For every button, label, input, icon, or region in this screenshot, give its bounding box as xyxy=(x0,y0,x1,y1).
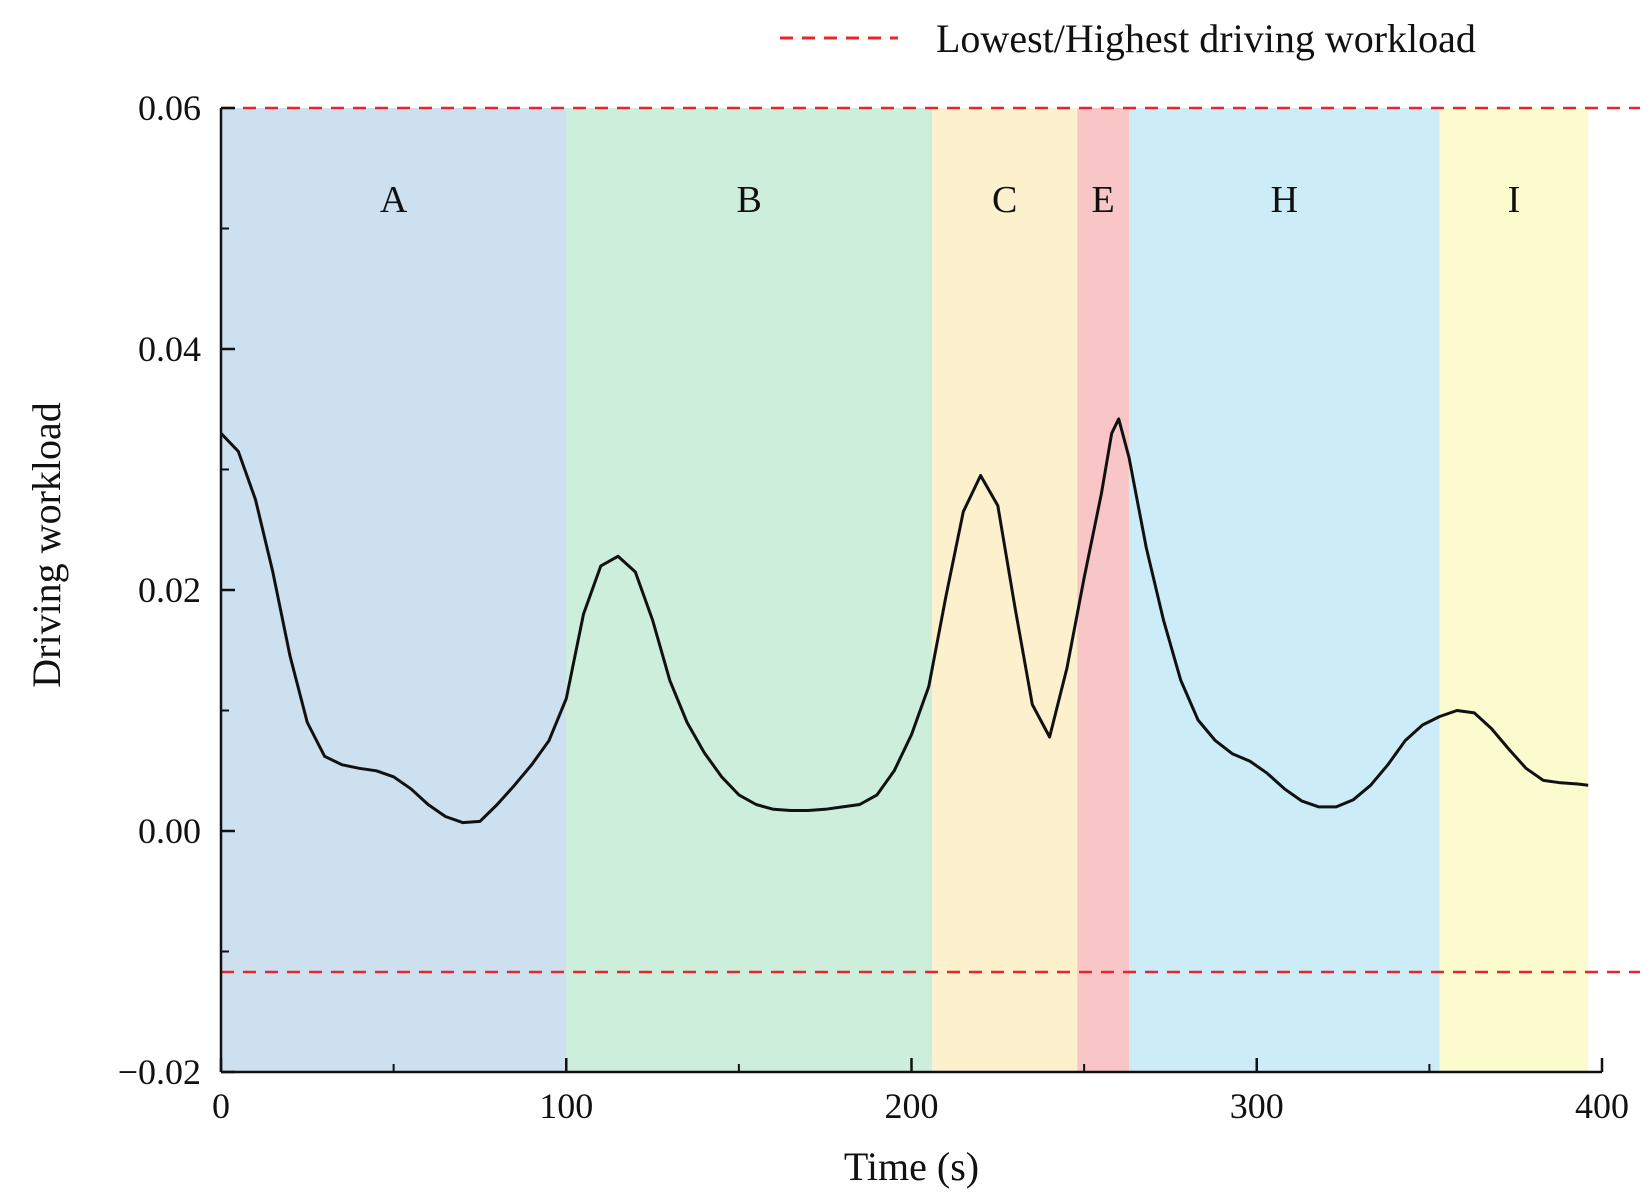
reference-lines xyxy=(221,106,1640,974)
region-label-h: H xyxy=(1271,179,1298,221)
y-ticks: −0.02 0.00 0.02 0.04 0.06 xyxy=(118,88,235,1092)
series-layer xyxy=(219,417,1589,825)
legend-label: Lowest/Highest driving workload xyxy=(936,16,1476,61)
region-i xyxy=(1439,108,1589,1072)
region-a xyxy=(221,108,567,1072)
axes: 0 100 200 300 400 −0.02 0.00 0.02 0.04 0.06 xyxy=(118,88,1629,1126)
y-tick-label: −0.02 xyxy=(118,1052,201,1092)
y-tick-label: 0.04 xyxy=(138,329,201,369)
region-label-a: A xyxy=(380,179,408,221)
region-label-i: I xyxy=(1508,179,1521,221)
x-ticks: 0 100 200 300 400 xyxy=(212,1058,1629,1126)
x-tick-label: 100 xyxy=(539,1086,593,1126)
x-tick-label: 300 xyxy=(1230,1086,1284,1126)
region-c xyxy=(932,108,1078,1072)
region-b xyxy=(566,108,933,1072)
y-tick-label: 0.06 xyxy=(138,88,201,128)
region-label-e: E xyxy=(1092,179,1115,221)
legend: Lowest/Highest driving workload xyxy=(780,16,1476,61)
x-tick-label: 0 xyxy=(212,1086,230,1126)
region-label-b: B xyxy=(737,179,762,221)
y-tick-label: 0.00 xyxy=(138,811,201,851)
region-h xyxy=(1129,108,1440,1072)
region-label-c: C xyxy=(992,179,1017,221)
region-e xyxy=(1077,108,1130,1072)
y-axis-title: Driving workload xyxy=(24,402,69,688)
x-tick-label: 200 xyxy=(885,1086,939,1126)
x-axis-title: Time (s) xyxy=(844,1144,979,1189)
y-tick-label: 0.02 xyxy=(138,570,201,610)
x-tick-label: 400 xyxy=(1575,1086,1629,1126)
series-line-driving-workload xyxy=(219,417,1589,825)
